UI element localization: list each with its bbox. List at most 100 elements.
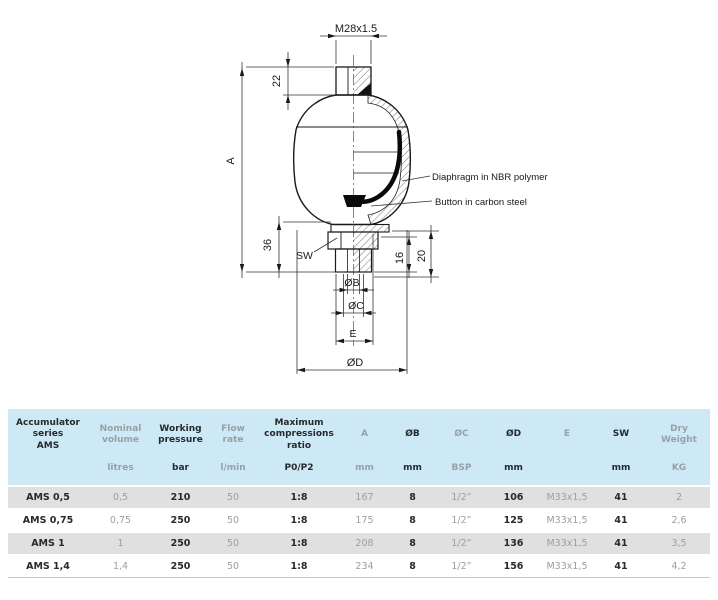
- cell-2-10: 41: [614, 538, 628, 549]
- header-label-row: Accumulator series AMS Nominal volume Work…: [8, 409, 710, 459]
- dim-label-36: 36: [262, 239, 274, 251]
- cell-1-9: M33x1,5: [546, 515, 588, 526]
- cell-3-9: M33x1,5: [546, 561, 588, 572]
- cell-2-11: 3,5: [671, 538, 687, 549]
- column-header-6: ØB: [389, 409, 436, 459]
- column-unit-3: l/min: [208, 459, 258, 487]
- gas-port: [335, 66, 372, 96]
- column-unit-9: [540, 459, 594, 487]
- header-unit-row: litres bar l/min P0/P2 mm mm BSP mm mm KG: [8, 459, 710, 487]
- table-row-2: AMS 1 1 250 50 1:8 208 8 1/2” 136 M33x1,5 41 3,5: [8, 532, 710, 555]
- cell-1-3: 50: [226, 515, 240, 526]
- column-header-11: Dry Weight: [648, 409, 710, 459]
- table-row-3: AMS 1,4 1,4 250 50 1:8 234 8 1/2” 156 M33x1,5 41 4,…: [8, 555, 710, 578]
- cell-0-4: 1:8: [290, 492, 308, 503]
- column-unit-1: litres: [88, 459, 153, 487]
- cell-0-2: 210: [170, 492, 191, 503]
- diaphragm-curve: [353, 129, 402, 204]
- cell-1-4: 1:8: [290, 515, 308, 526]
- dim-label-sw: SW: [296, 250, 313, 262]
- table-row-1: AMS 0,75 0,75 250 50 1:8 175 8 1/2” 125 M33x1,5 41…: [8, 509, 710, 532]
- cell-1-1: 0,75: [109, 515, 132, 526]
- column-unit-4: P0/P2: [258, 459, 340, 487]
- cell-3-0: AMS 1,4: [26, 561, 70, 572]
- cell-0-9: M33x1,5: [546, 492, 588, 503]
- button-shape: [343, 195, 366, 207]
- column-header-5: A: [340, 409, 389, 459]
- cell-2-5: 208: [355, 538, 374, 549]
- cell-3-6: 8: [409, 561, 416, 572]
- column-unit-11: KG: [648, 459, 710, 487]
- cell-0-5: 167: [355, 492, 374, 503]
- dim-label-ob: ØB: [344, 277, 359, 289]
- cell-2-8: 136: [503, 538, 524, 549]
- cell-3-2: 250: [170, 561, 191, 572]
- cell-0-8: 106: [503, 492, 524, 503]
- dim-label-20: 20: [416, 250, 428, 262]
- column-header-1: Nominal volume: [88, 409, 153, 459]
- dimension-arrows: [239, 33, 434, 373]
- threaded-stem: [334, 248, 373, 273]
- cell-3-4: 1:8: [290, 561, 308, 572]
- column-unit-10: mm: [594, 459, 648, 487]
- cell-0-0: AMS 0,5: [26, 492, 70, 503]
- column-header-4: Maximum compressions ratio: [258, 409, 340, 459]
- cell-0-10: 41: [614, 492, 628, 503]
- column-unit-5: mm: [340, 459, 389, 487]
- hex-nut: [327, 231, 379, 250]
- dim-label-od: ØD: [347, 357, 364, 369]
- cell-0-1: 0,5: [112, 492, 129, 503]
- cell-3-8: 156: [503, 561, 524, 572]
- cell-3-1: 1,4: [112, 561, 129, 572]
- cell-3-7: 1/2”: [451, 561, 472, 572]
- column-header-8: ØD: [487, 409, 540, 459]
- column-header-0: Accumulator series AMS: [8, 409, 88, 459]
- dim-label-16: 16: [394, 252, 406, 264]
- cell-1-8: 125: [503, 515, 524, 526]
- cell-2-6: 8: [409, 538, 416, 549]
- column-unit-7: BSP: [436, 459, 487, 487]
- cell-3-11: 4,2: [671, 561, 687, 572]
- dim-label-e: E: [349, 328, 356, 340]
- cell-3-3: 50: [226, 561, 240, 572]
- cell-2-7: 1/2”: [451, 538, 472, 549]
- cell-0-3: 50: [226, 492, 240, 503]
- table-row-0: AMS 0,5 0,5 210 50 1:8 167 8 1/2” 106 M33x1,5 41 2: [8, 486, 710, 509]
- cell-0-6: 8: [409, 492, 416, 503]
- dimension-lines: [241, 35, 439, 374]
- cell-2-2: 250: [170, 538, 191, 549]
- column-unit-2: bar: [153, 459, 208, 487]
- column-header-9: E: [540, 409, 594, 459]
- cell-1-7: 1/2”: [451, 515, 472, 526]
- cell-0-11: 2: [675, 492, 683, 503]
- annotation-diaphragm: Diaphragm in NBR polymer: [432, 172, 548, 183]
- column-header-2: Working pressure: [153, 409, 208, 459]
- shell-section-hatch: [367, 94, 411, 225]
- cell-0-7: 1/2”: [451, 492, 472, 503]
- spec-table-body: AMS 0,5 0,5 210 50 1:8 167 8 1/2” 106 M33x1,5 41 2 A…: [8, 486, 710, 578]
- cell-2-0: AMS 1: [31, 538, 65, 549]
- cell-3-10: 41: [614, 561, 628, 572]
- spec-table: Accumulator series AMS Nominal volume Work…: [8, 409, 710, 578]
- dim-label-thread-top: M28x1.5: [335, 23, 377, 35]
- cell-2-1: 1: [117, 538, 124, 549]
- column-header-10: SW: [594, 409, 648, 459]
- column-unit-6: mm: [389, 459, 436, 487]
- cell-1-0: AMS 0,75: [22, 515, 74, 526]
- cell-1-2: 250: [170, 515, 191, 526]
- cell-1-6: 8: [409, 515, 416, 526]
- dim-label-22: 22: [271, 75, 283, 87]
- cell-2-3: 50: [226, 538, 240, 549]
- cell-1-5: 175: [355, 515, 374, 526]
- cell-2-4: 1:8: [290, 538, 308, 549]
- spec-table-head: Accumulator series AMS Nominal volume Work…: [8, 409, 710, 487]
- column-header-7: ØC: [436, 409, 487, 459]
- cell-1-10: 41: [614, 515, 628, 526]
- cell-3-5: 234: [355, 561, 374, 572]
- cell-2-9: M33x1,5: [546, 538, 588, 549]
- column-header-3: Flow rate: [208, 409, 258, 459]
- bottom-flange: [330, 223, 390, 233]
- dim-label-oc: ØC: [348, 300, 364, 312]
- accumulator-section-drawing: M28x1.5 22 A 36 SW 16 20 ØB ØC E ØD Diap…: [225, 23, 548, 374]
